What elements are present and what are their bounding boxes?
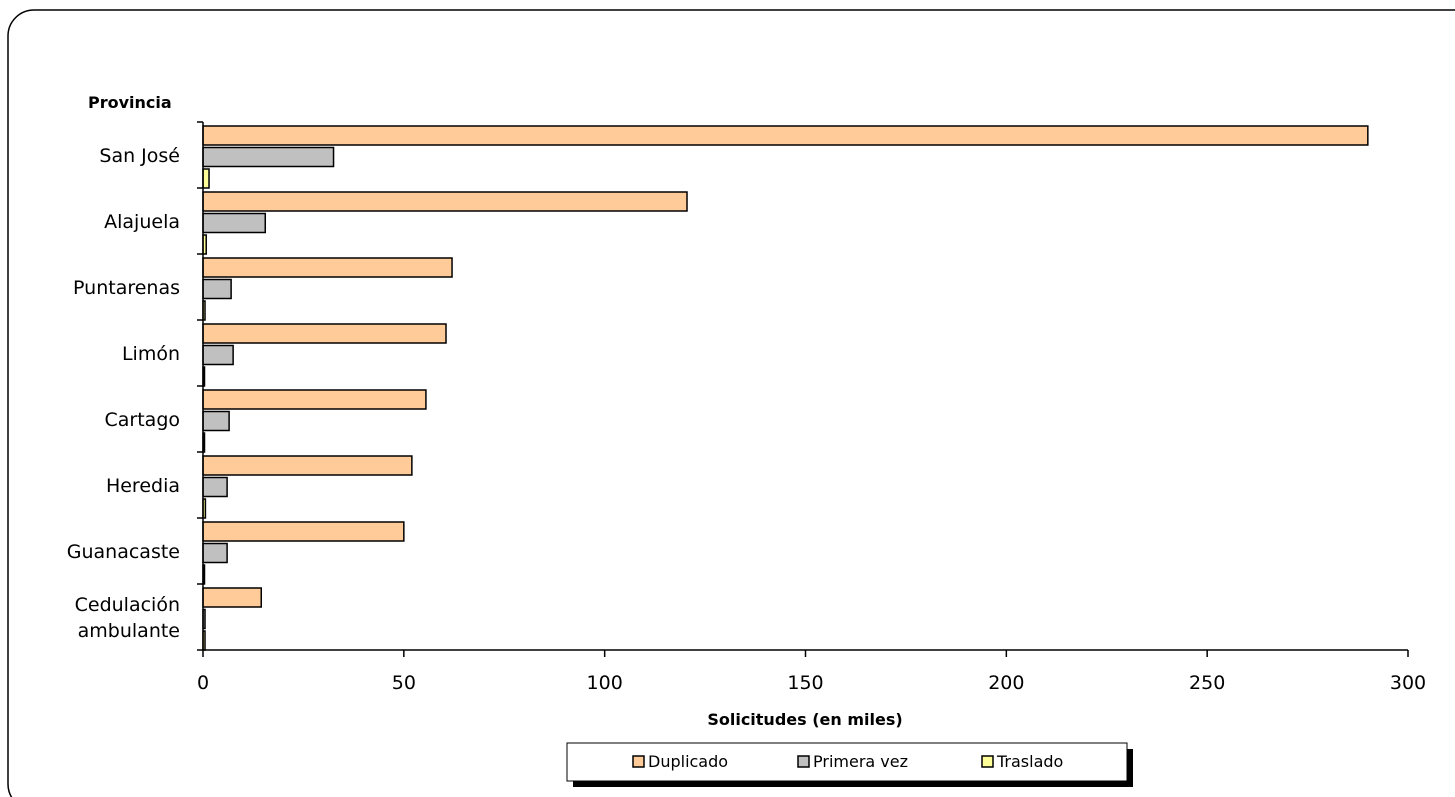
bar-primera-vez-heredia (202, 476, 228, 498)
legend-label-primera-vez: Primera vez (813, 752, 908, 771)
legend-box (566, 742, 1128, 782)
bar-primera-vez-alajuela (202, 212, 267, 234)
legend-swatch-duplicado (632, 755, 645, 768)
bar-duplicado-limon (202, 323, 447, 344)
bar-primera-vez-guanacaste (202, 542, 228, 564)
x-tick-label-150: 150 (787, 672, 823, 694)
legend-label-duplicado: Duplicado (648, 752, 728, 771)
legend-swatch-primera-vez (797, 755, 810, 768)
bar-traslado-san-jose (202, 168, 210, 189)
bar-duplicado-cedulacion-ambulante (202, 587, 262, 608)
x-tick-label-0: 0 (197, 672, 209, 694)
legend-label-traslado: Traslado (996, 752, 1063, 771)
category-label-san-jose: San José (99, 145, 180, 167)
bar-duplicado-alajuela (202, 191, 688, 212)
x-tick-label-50: 50 (392, 672, 416, 694)
category-labels: San José Alajuela Puntarenas Limón Cartago He… (67, 145, 180, 642)
bar-primera-vez-san-jose (202, 146, 335, 168)
bar-duplicado-guanacaste (202, 521, 405, 542)
legend: Duplicado Primera vez Traslado (566, 742, 1133, 787)
category-label-cedulacion-ambulante: Cedulación ambulante (75, 594, 180, 642)
category-label-limon: Limón (122, 343, 180, 365)
legend-swatch-traslado (981, 755, 994, 768)
legend-items: Duplicado Primera vez Traslado (632, 752, 1063, 771)
x-tick-label-200: 200 (988, 672, 1024, 694)
category-label-guanacaste: Guanacaste (67, 541, 180, 563)
bar-duplicado-cartago (202, 389, 427, 410)
x-tick-label-100: 100 (587, 672, 623, 694)
bars-layer (202, 125, 1369, 651)
y-axis-ticks (197, 121, 203, 651)
category-label-cartago: Cartago (105, 409, 181, 431)
x-axis-title: Solicitudes (en miles) (707, 710, 902, 729)
bar-duplicado-puntarenas (202, 257, 453, 278)
bar-primera-vez-puntarenas (202, 278, 232, 300)
bar-duplicado-san-jose (202, 125, 1369, 146)
category-label-alajuela: Alajuela (104, 211, 180, 233)
y-axis-title: Provincia (88, 93, 172, 112)
category-label-puntarenas: Puntarenas (73, 277, 180, 299)
x-tick-label-300: 300 (1390, 672, 1426, 694)
x-tick-label-250: 250 (1189, 672, 1225, 694)
bar-primera-vez-limon (202, 344, 234, 366)
bar-duplicado-heredia (202, 455, 413, 476)
x-axis: 0 50 100 150 200 250 300 (197, 649, 1426, 694)
category-label-heredia: Heredia (106, 475, 180, 497)
bar-primera-vez-cartago (202, 410, 230, 432)
